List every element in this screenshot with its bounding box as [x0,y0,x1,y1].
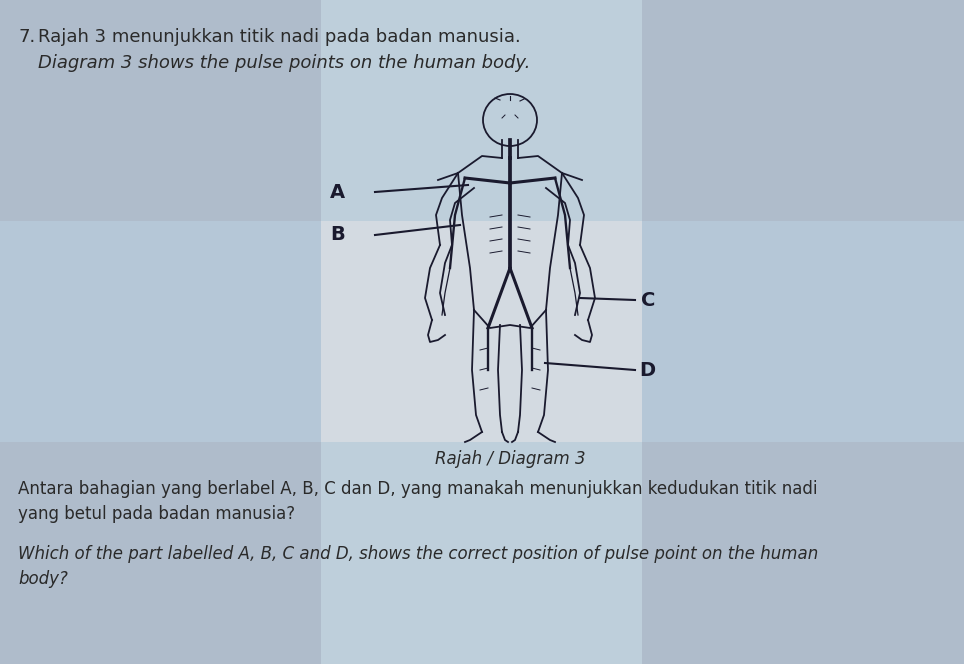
Text: Diagram 3 shows the pulse points on the human body.: Diagram 3 shows the pulse points on the … [38,54,530,72]
Text: Rajah 3 menunjukkan titik nadi pada badan manusia.: Rajah 3 menunjukkan titik nadi pada bada… [38,28,521,46]
Text: C: C [641,291,655,309]
Text: Rajah / Diagram 3: Rajah / Diagram 3 [435,450,585,468]
Text: 7.: 7. [18,28,36,46]
Text: Which of the part labelled A, B, C and D, shows the correct position of pulse po: Which of the part labelled A, B, C and D… [18,545,818,563]
Text: body?: body? [18,570,67,588]
Text: yang betul pada badan manusia?: yang betul pada badan manusia? [18,505,295,523]
Text: Antara bahagian yang berlabel A, B, C dan D, yang manakah menunjukkan kedudukan : Antara bahagian yang berlabel A, B, C da… [18,480,817,498]
Text: A: A [330,183,345,201]
Text: D: D [639,361,655,380]
Text: B: B [331,226,345,244]
